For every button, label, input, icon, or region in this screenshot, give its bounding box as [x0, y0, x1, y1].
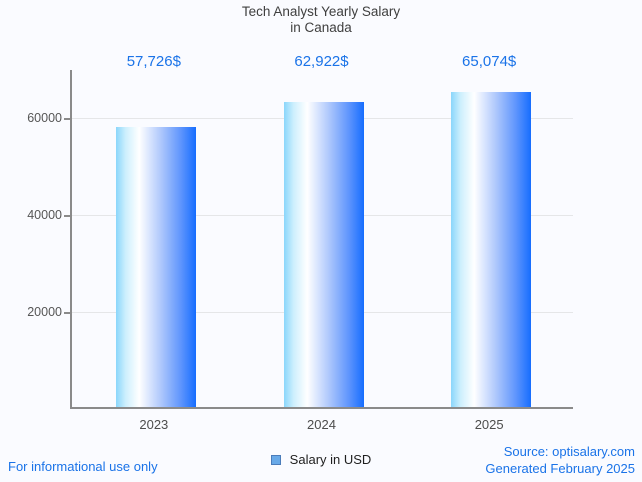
- x-label-2025: 2025: [474, 417, 504, 432]
- y-ticklabel-60000: 60000: [27, 111, 62, 125]
- bar-2024[interactable]: [283, 102, 364, 407]
- y-ticklabel-40000: 40000: [27, 208, 62, 222]
- legend-label: Salary in USD: [289, 452, 372, 467]
- legend-swatch-icon: [270, 454, 281, 465]
- value-label-2025: 65,074$: [462, 53, 517, 70]
- source-block: Source: optisalary.com Generated Februar…: [485, 443, 635, 477]
- generated-text: Generated February 2025: [485, 461, 635, 476]
- source-text: Source: optisalary.com: [503, 444, 635, 459]
- value-label-2024: 62,922$: [294, 53, 349, 70]
- y-tickmark-20000: [64, 312, 72, 314]
- y-tickmark-60000: [64, 118, 72, 120]
- bar-2025[interactable]: [451, 92, 532, 407]
- legend[interactable]: Salary in USD: [0, 452, 642, 467]
- chart-title: Tech Analyst Yearly Salary in Canada: [0, 4, 642, 36]
- plot-area: 20000 40000 60000: [27, 70, 573, 409]
- chart-title-line1: Tech Analyst Yearly Salary: [241, 4, 401, 19]
- value-label-2023: 57,726$: [126, 53, 181, 70]
- x-label-2024: 2024: [307, 417, 336, 432]
- x-label-2023: 2023: [139, 417, 169, 432]
- y-ticklabel-20000: 20000: [27, 305, 62, 319]
- y-tickmark-40000: [64, 215, 72, 217]
- bar-2023[interactable]: [115, 127, 196, 407]
- disclaimer-text: For informational use only: [8, 459, 158, 474]
- chart-title-line2: in Canada: [290, 20, 352, 35]
